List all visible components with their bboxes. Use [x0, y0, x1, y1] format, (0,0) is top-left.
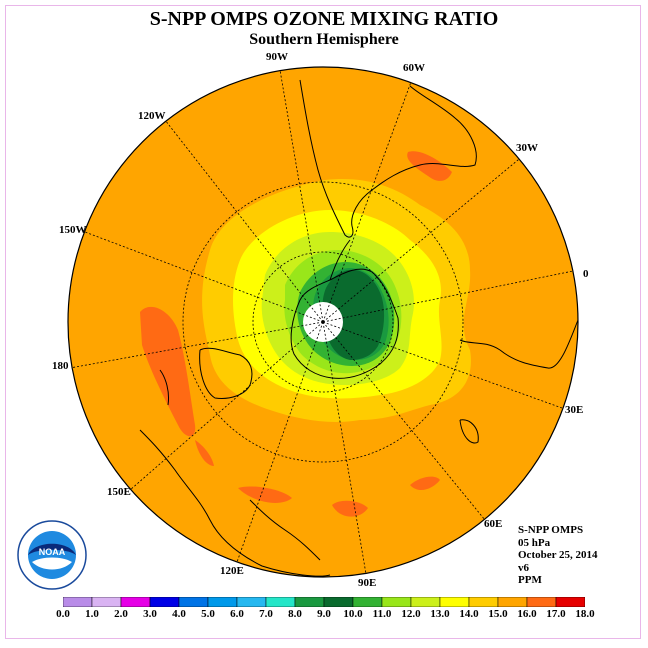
coast-antarctica — [290, 268, 399, 379]
color-bar-segment — [63, 597, 93, 607]
lon-label-120w: 120W — [138, 110, 166, 122]
info-units: PPM — [518, 574, 542, 586]
color-bar-segment — [497, 597, 528, 607]
color-bar-segment — [323, 597, 354, 607]
lon-label-0: 0 — [583, 268, 589, 280]
color-bar-tick-label: 5.0 — [201, 608, 215, 620]
color-bar-segment — [294, 597, 325, 607]
color-bar-tick-label: 16.0 — [517, 608, 537, 620]
map-title: S-NPP OMPS OZONE MIXING RATIO — [149, 8, 499, 30]
color-bar-tick-label: 8.0 — [288, 608, 302, 620]
lon-label-150w: 150W — [59, 224, 87, 236]
coast-new-zealand — [159, 369, 169, 406]
color-bar-tick-label: 18.0 — [575, 608, 595, 620]
lon-label-60w: 60W — [403, 62, 425, 74]
coast-peninsula — [329, 239, 351, 281]
color-bar-tick-label: 1.0 — [85, 608, 99, 620]
color-bar — [63, 597, 585, 607]
color-bar-tick-label: 4.0 — [172, 608, 186, 620]
lon-label-90w: 90W — [266, 51, 288, 63]
lon-label-30w: 30W — [516, 142, 538, 154]
color-bar-tick-label: 0.0 — [56, 608, 70, 620]
info-level: 05 hPa — [518, 536, 551, 549]
color-bar-tick-label: 9.0 — [317, 608, 331, 620]
contour-16-patch-west — [140, 306, 196, 437]
coast-south-america — [299, 79, 477, 238]
color-bar-segment — [526, 597, 557, 607]
coast-africa — [459, 319, 578, 369]
color-bar-segment — [381, 597, 412, 607]
lon-label-180: 180 — [52, 360, 69, 372]
color-bar-tick-label: 3.0 — [143, 608, 157, 620]
map-subtitle: Southern Hemisphere — [249, 31, 399, 48]
noaa-logo: NOAA — [17, 520, 87, 590]
color-bar-segment — [120, 597, 151, 607]
info-date: October 25, 2014 — [518, 549, 598, 561]
contour-16-patch-se — [410, 476, 440, 491]
contour-16-patch-sw — [238, 486, 292, 503]
coast-sw-islands — [139, 429, 331, 577]
color-bar-segment — [149, 597, 180, 607]
lon-label-60e: 60E — [484, 518, 503, 530]
contour-16-patch-w2 — [195, 440, 214, 466]
color-bar-tick-label: 7.0 — [259, 608, 273, 620]
color-bar-tick-label: 12.0 — [401, 608, 421, 620]
info-version: v6 — [518, 561, 529, 574]
coast-australia — [199, 347, 253, 399]
contour-16-patch-south — [332, 500, 368, 517]
color-bar-segment — [352, 597, 383, 607]
info-instrument: S-NPP OMPS — [518, 524, 584, 536]
logo-text: NOAA — [39, 547, 66, 557]
color-bar-tick-label: 14.0 — [459, 608, 479, 620]
color-bar-tick-label: 11.0 — [372, 608, 392, 620]
color-bar-tick-label: 15.0 — [488, 608, 508, 620]
color-bar-segment — [468, 597, 499, 607]
color-bar-tick-label: 13.0 — [430, 608, 450, 620]
contour-16-patch-north — [407, 151, 452, 181]
plot-frame — [5, 5, 641, 639]
info-block: S-NPP OMPS 05 hPa October 25, 2014 v6 PP… — [518, 524, 598, 587]
coast-madagascar — [459, 419, 479, 444]
lon-label-120e: 120E — [220, 565, 244, 577]
color-bar-segment — [207, 597, 238, 607]
color-bar-segment — [410, 597, 441, 607]
lon-label-90e: 90E — [358, 577, 377, 589]
color-bar-segment — [91, 597, 122, 607]
contour-low — [322, 269, 385, 360]
coast-pacific-islands — [249, 499, 321, 561]
color-bar-tick-label: 2.0 — [114, 608, 128, 620]
color-bar-tick-label: 6.0 — [230, 608, 244, 620]
lon-label-30e: 30E — [565, 404, 584, 416]
color-bar-segment — [555, 597, 585, 607]
color-bar-tick-label: 10.0 — [343, 608, 363, 620]
color-bar-segment — [439, 597, 470, 607]
color-bar-segment — [236, 597, 267, 607]
lon-label-150e: 150E — [107, 486, 131, 498]
color-bar-segment — [178, 597, 209, 607]
color-bar-segment — [265, 597, 296, 607]
color-bar-tick-label: 17.0 — [546, 608, 566, 620]
